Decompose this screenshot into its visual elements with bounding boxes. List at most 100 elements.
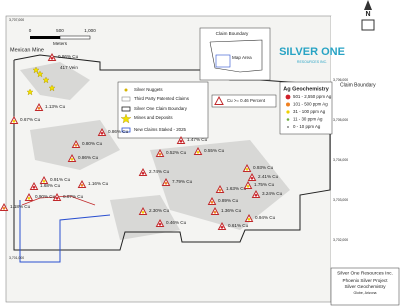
mine-star — [42, 76, 50, 84]
ag-label: 101 - 500 ppm Ag — [293, 102, 328, 107]
ag-sample — [12, 120, 16, 123]
mine-star — [48, 84, 56, 92]
cu-legend-label: Cu >= 0.46 Percent — [227, 98, 266, 103]
ag-symbol — [287, 126, 289, 128]
legend-symbol — [121, 96, 131, 102]
ag-sample — [164, 182, 168, 185]
ag-sample — [245, 168, 249, 171]
cu-label: 0.67% Cu — [20, 117, 41, 122]
coord-label: 3,706,000 — [333, 78, 348, 82]
cu-label: 0.52% Cu — [166, 150, 187, 155]
mine-star — [36, 70, 44, 78]
coord-label: 3,702,000 — [333, 238, 348, 242]
cu-label: 3.24% Cu — [262, 191, 283, 196]
terrain-patch — [110, 195, 180, 240]
cu-label: 0.55% Cu — [204, 148, 225, 153]
ag-sample — [250, 177, 254, 180]
title-block — [330, 267, 400, 306]
cu-label: 1.13% Cu — [45, 104, 66, 109]
coords: 3,707,000 3,706,000 3,705,000 3,704,000 3,70… — [9, 18, 348, 260]
ag-sample — [37, 107, 41, 110]
cu-label: 0.87% Cu — [63, 194, 84, 199]
inset-label: Map Area — [232, 55, 252, 60]
cu-label: 1.47% Cu — [187, 137, 208, 142]
ag-sample — [220, 226, 224, 229]
inset-title: Claim Boundary — [216, 31, 249, 36]
cu-label: 0.90% Cu — [35, 194, 56, 199]
cu-label: 0.86% Cu — [78, 155, 99, 160]
legend — [117, 81, 209, 139]
cu-label: 0.86% Cu — [58, 54, 79, 59]
ag-sample — [213, 211, 217, 214]
terrain — [20, 62, 290, 240]
title-subject: Silver Geochemistry — [344, 284, 386, 289]
ag-sample — [32, 186, 36, 189]
new-claims — [19, 200, 111, 263]
scale-bar — [30, 36, 60, 39]
mine-star — [26, 88, 34, 96]
ag-label: 11 - 30 ppm Ag — [293, 117, 323, 122]
claim-boundary — [13, 54, 331, 251]
legend-texts: Silver Nuggets Third Party Patented Claim… — [134, 87, 190, 132]
ag-sample — [246, 185, 250, 188]
ag-sample — [141, 172, 145, 175]
cu-label: 0.80% Cu — [82, 141, 103, 146]
markers: 0.86% Cu 1.13% Cu 0.67% Cu 0.86% Cu 0.80% Cu… — [0, 52, 283, 230]
ag-sample — [218, 189, 222, 192]
ag-sample — [247, 218, 251, 221]
ag-sample — [210, 201, 214, 204]
ag-sample — [158, 153, 162, 156]
legend-symbol — [120, 113, 132, 124]
ag-sample — [74, 144, 78, 147]
ag-legend-title: Ag Geochemistry — [283, 86, 329, 92]
ag-sample — [141, 211, 145, 214]
ag-sample — [27, 197, 31, 200]
ag-sample — [55, 197, 59, 200]
legend-label: Mines and Deposits — [134, 115, 173, 120]
ag-sample — [254, 194, 258, 197]
ag-label: 501 - 2,550 ppm Ag — [293, 94, 332, 99]
ag-sample — [196, 151, 200, 154]
inset-map-area — [215, 54, 231, 68]
place-label: 417 Vein — [60, 65, 78, 70]
cu-label: 0.94% Cu — [255, 215, 276, 220]
coord-label: 3,704,000 — [333, 158, 348, 162]
coord-label: 3,701,000 — [9, 256, 24, 260]
place-label: Mexican Mine — [10, 47, 44, 53]
logo-sub: RESOURCES INC. — [297, 60, 327, 64]
scale-bar — [59, 35, 91, 40]
ag-legend — [279, 81, 333, 135]
cu-label: 0.61% Cu — [228, 223, 249, 228]
ag-label: 31 - 100 ppm Ag — [293, 109, 326, 114]
cu-label: 7.79% Cu — [172, 179, 193, 184]
cu-label: 1.36% Cu — [221, 208, 242, 213]
cu-label: 1.18% Cu — [10, 204, 31, 209]
coord-label: 3,703,000 — [333, 198, 348, 202]
ag-sample — [179, 140, 183, 143]
ag-sample — [100, 132, 104, 135]
side-panel — [331, 16, 400, 306]
legend-label: Third Party Patented Claims — [134, 96, 190, 101]
cu-label: 2.41% Cu — [258, 174, 279, 179]
ag-sample — [2, 207, 6, 210]
legend-label: Silver One Claim Boundary — [134, 106, 188, 111]
cu-label: 0.93% Cu — [253, 165, 274, 170]
scale-unit: Meters — [53, 41, 68, 46]
cu-label: 2.74% Cu — [149, 169, 170, 174]
north-frame — [361, 19, 375, 31]
coord-label: 3,705,000 — [333, 118, 348, 122]
ag-sample — [158, 223, 162, 226]
legend-label: Silver Nuggets — [134, 87, 163, 92]
scale-tick: 1,000 — [84, 28, 96, 33]
title-company: Silver One Resources Inc. — [337, 270, 393, 276]
place-label: Claim Boundary — [340, 82, 376, 88]
legend-symbol — [121, 106, 131, 112]
ag-symbol — [285, 94, 291, 100]
cu-label: 0.91% Cu — [50, 177, 71, 182]
cu-label: 0.46% Cu — [166, 220, 187, 225]
ag-items: 501 - 2,550 ppm Ag 101 - 500 ppm Ag 31 - 1… — [285, 94, 332, 129]
cu-label: 0.86% Cu — [108, 129, 129, 134]
ag-symbol — [286, 110, 290, 114]
cu-label: 1.63% Cu — [226, 186, 247, 191]
ag-sample — [42, 180, 46, 183]
